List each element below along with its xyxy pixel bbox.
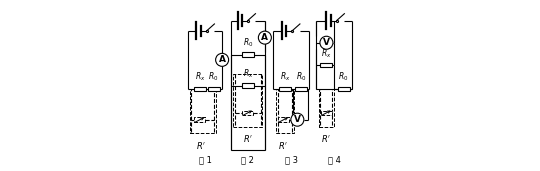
Text: $R_x$: $R_x$ <box>242 68 253 80</box>
Text: $R'$: $R'$ <box>321 133 332 144</box>
Text: A: A <box>219 55 226 64</box>
Text: A: A <box>261 33 268 42</box>
Bar <box>194 87 206 91</box>
Bar <box>278 117 289 122</box>
Text: 图 1: 图 1 <box>199 155 212 164</box>
Text: 图 3: 图 3 <box>285 155 298 164</box>
Bar <box>242 52 254 57</box>
Text: 图 4: 图 4 <box>328 155 341 164</box>
Bar <box>276 89 294 133</box>
Text: $R_0$: $R_0$ <box>242 37 253 49</box>
Text: V: V <box>323 38 330 47</box>
Text: $R'$: $R'$ <box>278 140 288 151</box>
Bar <box>320 63 333 67</box>
Text: $R_0$: $R_0$ <box>208 71 219 83</box>
Text: 图 2: 图 2 <box>241 155 254 164</box>
Bar <box>190 89 216 133</box>
Text: $R'$: $R'$ <box>243 133 253 144</box>
Bar <box>242 111 253 115</box>
Text: $R_x$: $R_x$ <box>280 71 291 83</box>
Bar <box>207 87 220 91</box>
Bar <box>242 83 254 88</box>
Bar <box>233 74 262 127</box>
Bar <box>295 87 307 91</box>
Circle shape <box>215 53 228 66</box>
Circle shape <box>291 113 304 126</box>
Bar <box>338 87 349 91</box>
Circle shape <box>320 36 333 49</box>
Text: $R_x$: $R_x$ <box>321 47 332 60</box>
Text: V: V <box>294 115 301 124</box>
Text: $R_x$: $R_x$ <box>194 71 205 83</box>
Circle shape <box>258 31 272 44</box>
Text: $R_0$: $R_0$ <box>339 71 349 83</box>
Bar <box>279 87 292 91</box>
Text: $R'$: $R'$ <box>196 140 206 151</box>
Bar <box>194 117 205 122</box>
Bar <box>319 89 334 127</box>
Text: $R_0$: $R_0$ <box>295 71 306 83</box>
Bar <box>321 111 332 115</box>
